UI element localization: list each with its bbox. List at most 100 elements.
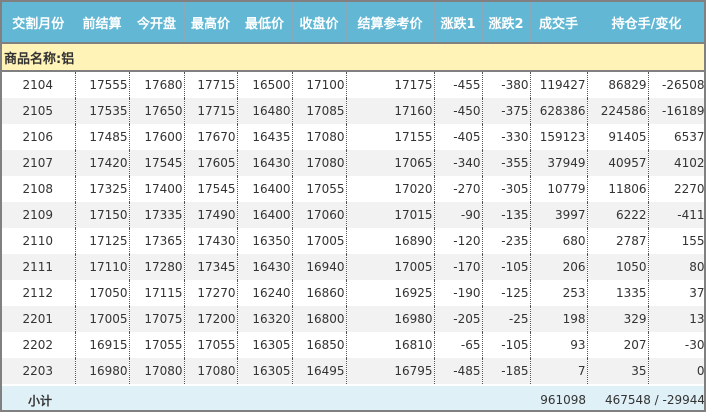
table-row: 2202 16915 17055 17055 16305 16850 16810 -65 -10… — [2, 332, 704, 358]
table-cell: -105 — [482, 332, 531, 358]
column-header: 收盘价 — [292, 2, 347, 44]
table-cell: 2202 — [2, 332, 76, 358]
table-cell: -375 — [482, 98, 531, 124]
column-header: 涨跌1 — [434, 2, 483, 44]
table-cell: 17545 — [129, 150, 185, 176]
table-cell: 198 — [530, 306, 588, 332]
column-header: 持仓手/变化 — [587, 2, 704, 44]
table-cell: -405 — [434, 124, 483, 150]
table-cell: 6222 — [587, 202, 649, 228]
table-cell: 16305 — [237, 358, 293, 385]
table-cell: 86829 — [587, 71, 649, 98]
table-cell: 2106 — [2, 124, 76, 150]
table-cell: 2787 — [587, 228, 649, 254]
category-label: 商品名称:铝 — [2, 43, 704, 72]
table-row: 2106 17485 17600 17670 16435 17080 17155 -405 -3… — [2, 124, 704, 150]
table-cell: 17605 — [184, 150, 238, 176]
table-cell: -450 — [434, 98, 483, 124]
table-cell: 2111 — [2, 254, 76, 280]
table-cell: 16850 — [292, 332, 347, 358]
header-row: 交割月份 前结算 今开盘 最高价 最低价 收盘价 结算参考价 涨跌1 涨跌2 成交手 持仓手/变化 — [2, 2, 704, 44]
table-cell: 2104 — [2, 71, 76, 98]
table-cell: 17650 — [129, 98, 185, 124]
table-cell: 16795 — [346, 358, 435, 385]
table-cell: 16400 — [237, 176, 293, 202]
table-cell: 1050 — [587, 254, 649, 280]
table-cell: 17430 — [184, 228, 238, 254]
table-cell: -455 — [434, 71, 483, 98]
table-cell: 2270 — [648, 176, 704, 202]
table-cell: 1335 — [587, 280, 649, 306]
table-cell: 17715 — [184, 71, 238, 98]
table-cell: 2109 — [2, 202, 76, 228]
table-cell: 16480 — [237, 98, 293, 124]
table-cell: 17050 — [75, 280, 130, 306]
table-cell: 16860 — [292, 280, 347, 306]
column-header: 今开盘 — [129, 2, 185, 44]
table-cell: 224586 — [587, 98, 649, 124]
table-cell: 17015 — [346, 202, 435, 228]
table-cell: 17060 — [292, 202, 347, 228]
table-cell: -330 — [482, 124, 531, 150]
table-cell: 17055 — [292, 176, 347, 202]
table-cell: 17400 — [129, 176, 185, 202]
table-cell: 2203 — [2, 358, 76, 385]
table-cell: -90 — [434, 202, 483, 228]
table-cell: 17175 — [346, 71, 435, 98]
table-cell: 17420 — [75, 150, 130, 176]
table-cell: -25 — [482, 306, 531, 332]
table-cell: 37 — [648, 280, 704, 306]
table-cell: 16500 — [237, 71, 293, 98]
table-cell: 2112 — [2, 280, 76, 306]
table-cell: 40957 — [587, 150, 649, 176]
table-cell: 17080 — [292, 150, 347, 176]
table-cell: 16430 — [237, 150, 293, 176]
table-cell: -380 — [482, 71, 531, 98]
table-cell: 17075 — [129, 306, 185, 332]
table-cell: 16925 — [346, 280, 435, 306]
table-cell: 17080 — [292, 124, 347, 150]
table-cell: 37949 — [530, 150, 588, 176]
table-cell: 2108 — [2, 176, 76, 202]
column-header: 最低价 — [237, 2, 293, 44]
table-cell: 16810 — [346, 332, 435, 358]
table-row: 2203 16980 17080 17080 16305 16495 16795 -485 -1… — [2, 358, 704, 385]
table-cell: 10779 — [530, 176, 588, 202]
table-cell: 93 — [530, 332, 588, 358]
table-cell: 17365 — [129, 228, 185, 254]
table-cell: 17155 — [346, 124, 435, 150]
table-cell: 680 — [530, 228, 588, 254]
table-cell: 16430 — [237, 254, 293, 280]
table-cell: 16400 — [237, 202, 293, 228]
table-cell: -120 — [434, 228, 483, 254]
table-row: 2109 17150 17335 17490 16400 17060 17015 -90 -13… — [2, 202, 704, 228]
table-cell: -185 — [482, 358, 531, 385]
table-cell: 17080 — [129, 358, 185, 385]
table-cell: 2110 — [2, 228, 76, 254]
table-cell: 206 — [530, 254, 588, 280]
column-header: 涨跌2 — [482, 2, 531, 44]
table-cell: 16890 — [346, 228, 435, 254]
table-cell: 16435 — [237, 124, 293, 150]
table-cell: -26508 — [648, 71, 704, 98]
table-cell: -170 — [434, 254, 483, 280]
table-cell: 16940 — [292, 254, 347, 280]
table-cell: 155 — [648, 228, 704, 254]
table-cell: 0 — [648, 358, 704, 385]
table-row: 2111 17110 17280 17345 16430 16940 17005 -170 -1… — [2, 254, 704, 280]
table-cell: 207 — [587, 332, 649, 358]
table-row: 2107 17420 17545 17605 16430 17080 17065 -340 -3… — [2, 150, 704, 176]
table-cell: 17020 — [346, 176, 435, 202]
table-cell: 16320 — [237, 306, 293, 332]
table-cell: 16305 — [237, 332, 293, 358]
column-header: 成交手 — [530, 2, 588, 44]
table-cell: -205 — [434, 306, 483, 332]
table-cell: 17115 — [129, 280, 185, 306]
table-cell: 17485 — [75, 124, 130, 150]
table-cell: 6537 — [648, 124, 704, 150]
table-cell: 17680 — [129, 71, 185, 98]
table-cell: -355 — [482, 150, 531, 176]
table-cell: -411 — [648, 202, 704, 228]
column-header: 交割月份 — [2, 2, 76, 44]
table-cell: -30 — [648, 332, 704, 358]
